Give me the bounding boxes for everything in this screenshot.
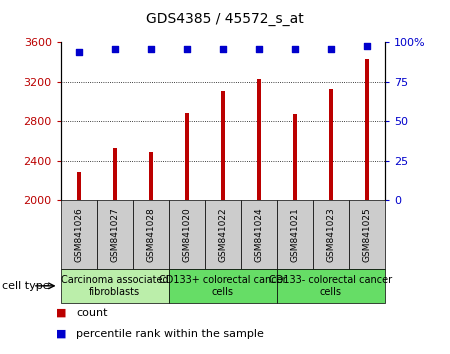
Text: GSM841022: GSM841022: [218, 207, 227, 262]
Bar: [292, 114, 297, 200]
Bar: [256, 79, 261, 200]
Point: [327, 46, 334, 52]
Point: [183, 46, 190, 52]
Text: cell type: cell type: [2, 281, 50, 291]
Text: CD133- colorectal cancer
cells: CD133- colorectal cancer cells: [269, 275, 392, 297]
Text: percentile rank within the sample: percentile rank within the sample: [76, 329, 265, 338]
Text: GDS4385 / 45572_s_at: GDS4385 / 45572_s_at: [146, 12, 304, 27]
Text: ■: ■: [56, 308, 67, 318]
Bar: [220, 91, 225, 200]
Text: GSM841021: GSM841021: [290, 207, 299, 262]
Point: [147, 46, 154, 52]
Text: count: count: [76, 308, 108, 318]
Bar: [112, 148, 117, 200]
Text: ■: ■: [56, 329, 67, 338]
Point: [111, 46, 118, 52]
Bar: [364, 59, 369, 200]
Point: [291, 46, 298, 52]
Text: GSM841027: GSM841027: [110, 207, 119, 262]
Bar: [148, 152, 153, 200]
Point: [255, 46, 262, 52]
Text: GSM841025: GSM841025: [362, 207, 371, 262]
Bar: [76, 172, 81, 200]
Text: GSM841020: GSM841020: [182, 207, 191, 262]
Text: GSM841023: GSM841023: [326, 207, 335, 262]
Text: GSM841028: GSM841028: [146, 207, 155, 262]
Text: GSM841026: GSM841026: [74, 207, 83, 262]
Text: GSM841024: GSM841024: [254, 207, 263, 262]
Bar: [184, 113, 189, 200]
Text: Carcinoma associated
fibroblasts: Carcinoma associated fibroblasts: [61, 275, 169, 297]
Text: CD133+ colorectal cancer
cells: CD133+ colorectal cancer cells: [159, 275, 287, 297]
Point: [75, 49, 82, 55]
Point: [363, 43, 370, 48]
Bar: [328, 89, 333, 200]
Point: [219, 46, 226, 52]
